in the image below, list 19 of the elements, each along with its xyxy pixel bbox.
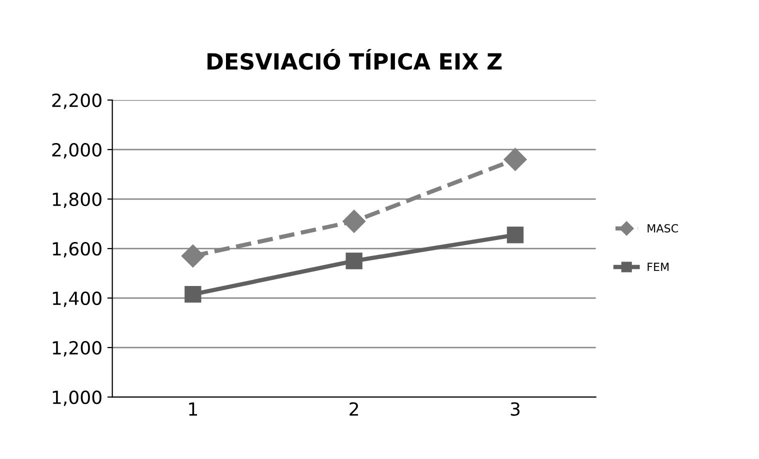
point	[184, 286, 202, 303]
point	[506, 226, 524, 244]
legend-label: MASC	[648, 224, 678, 233]
y-tick-label: 1,600	[52, 242, 102, 258]
y-tick-label: 1,200	[52, 341, 102, 356]
point	[346, 252, 362, 270]
y-tick-label: 2,000	[52, 143, 102, 159]
x-tick-label: 2	[350, 402, 358, 416]
point	[342, 210, 366, 233]
y-tick-label: 1,400	[52, 292, 102, 308]
x-tick-label: 3	[510, 402, 520, 416]
point	[504, 148, 527, 171]
y-tick-label: 1,800	[52, 192, 102, 208]
point	[181, 244, 204, 268]
y-tick-label: 2,200	[52, 94, 102, 110]
legend-label: FEM	[648, 262, 669, 271]
chart-title: DESVIACIÓ TÍPICA EIX Z	[208, 48, 502, 70]
x-tick-label: 1	[189, 402, 197, 416]
y-tick-label: 1,000	[52, 390, 102, 406]
